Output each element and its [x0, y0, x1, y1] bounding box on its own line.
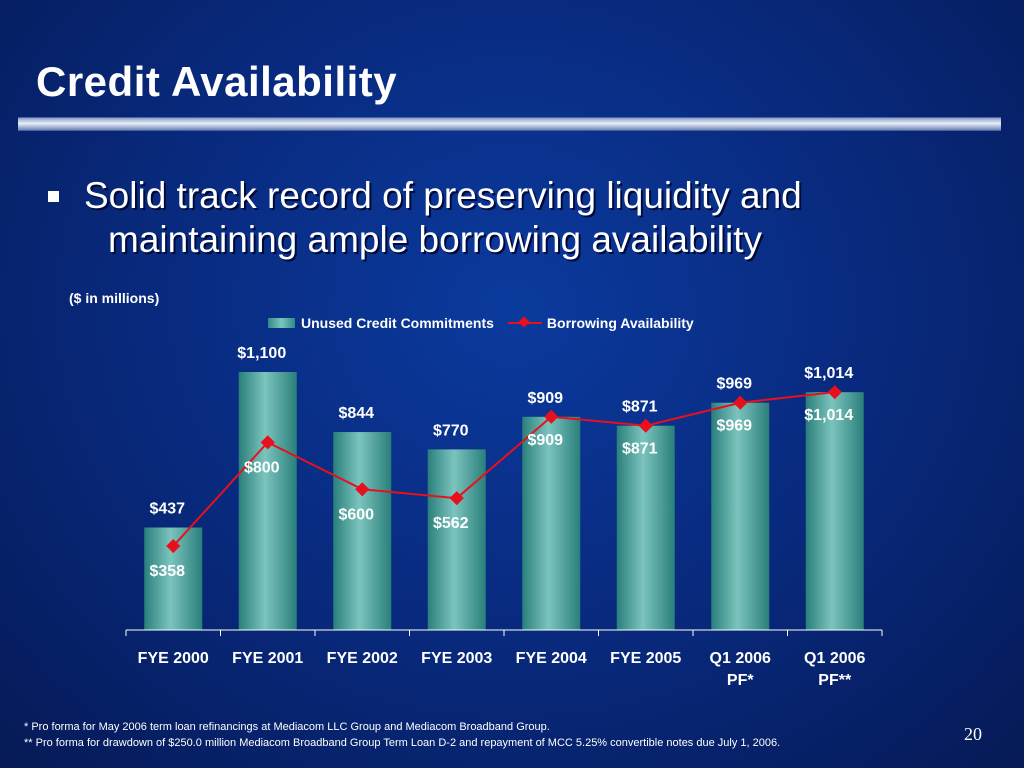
bullet-line-2: maintaining ample borrowing availability: [108, 219, 763, 260]
slide-title: Credit Availability: [36, 58, 398, 105]
bar-3: [427, 449, 486, 630]
chart-legend: Unused Credit Commitments Borrowing Avai…: [268, 315, 694, 331]
bar-6: [711, 402, 770, 630]
bar-value-label-0: $437: [149, 501, 185, 518]
x-tick-label-line: Q1 2006: [804, 650, 866, 667]
legend-bar-swatch: [268, 318, 295, 328]
bar-5: [616, 425, 675, 630]
line-point-7: [827, 385, 842, 400]
x-tick-label-line: FYE 2002: [326, 650, 398, 667]
bar-value-label-3: $770: [433, 422, 469, 439]
line-point-3: [449, 491, 464, 506]
bar-value-label-2: $844: [338, 405, 374, 422]
line-value-label-0: $358: [149, 563, 185, 580]
line-value-label-4: $909: [527, 432, 563, 449]
bar-value-label-7: $1,014: [804, 365, 853, 382]
x-tick-label-7: Q1 2006 PF**: [785, 648, 885, 692]
bar-4: [522, 416, 581, 630]
legend-label-unused: Unused Credit Commitments: [301, 315, 494, 331]
square-bullet-icon: [48, 191, 59, 202]
line-value-label-3: $562: [433, 515, 469, 532]
line-value-label-6: $969: [716, 418, 752, 435]
line-point-0: [166, 538, 181, 554]
line-point-2: [355, 482, 370, 497]
footnotes: * Pro forma for May 2006 term loan refin…: [24, 719, 780, 751]
legend-line-swatch: [507, 318, 542, 328]
page-number: 20: [964, 724, 982, 744]
borrowing-line: [172, 391, 835, 547]
x-tick-label-line: PF**: [818, 672, 852, 689]
legend-label-borrowing: Borrowing Availability: [546, 315, 694, 331]
title-divider: [18, 117, 1001, 131]
bar-value-label-5: $871: [622, 399, 658, 416]
line-point-1: [260, 435, 275, 450]
bar-value-label-1: $1,100: [237, 345, 286, 362]
bar-7: [805, 392, 864, 630]
line-value-label-1: $800: [244, 459, 280, 476]
x-tick-label-line: FYE 2000: [137, 650, 209, 667]
line-point-5: [638, 418, 653, 433]
bar-value-label-4: $909: [527, 390, 563, 407]
x-tick-label-line: Q1 2006: [709, 650, 771, 667]
bar-1: [238, 372, 297, 630]
x-tick-label-2: FYE 2002: [312, 648, 412, 670]
x-tick-label-0: FYE 2000: [123, 648, 223, 670]
x-tick-label-line: FYE 2004: [515, 650, 587, 667]
line-point-6: [733, 395, 748, 410]
x-tick-label-5: FYE 2005: [596, 648, 696, 670]
x-tick-label-4: FYE 2004: [501, 648, 601, 670]
x-tick-label-line: PF*: [726, 672, 754, 689]
line-value-label-5: $871: [622, 441, 658, 458]
x-tick-label-line: FYE 2003: [421, 650, 493, 667]
line-point-4: [544, 409, 559, 424]
footnote-1: * Pro forma for May 2006 term loan refin…: [24, 721, 550, 733]
bar-2: [333, 432, 392, 630]
x-tick-label-line: FYE 2001: [232, 650, 304, 667]
bar-value-label-6: $969: [716, 376, 752, 393]
x-tick-label-1: FYE 2001: [218, 648, 318, 670]
units-note: ($ in millions): [69, 290, 160, 306]
x-tick-label-3: FYE 2003: [407, 648, 507, 670]
line-value-label-2: $600: [338, 506, 374, 523]
line-value-label-7: $1,014: [804, 407, 853, 424]
bullet-point: Solid track record of preserving liquidi…: [46, 174, 996, 262]
x-tick-label-6: Q1 2006 PF*: [690, 648, 790, 692]
bullet-line-1: Solid track record of preserving liquidi…: [84, 175, 802, 216]
footnote-2: ** Pro forma for drawdown of $250.0 mill…: [24, 737, 781, 749]
x-tick-label-line: FYE 2005: [610, 650, 682, 667]
bullet-text: Solid track record of preserving liquidi…: [46, 174, 996, 262]
